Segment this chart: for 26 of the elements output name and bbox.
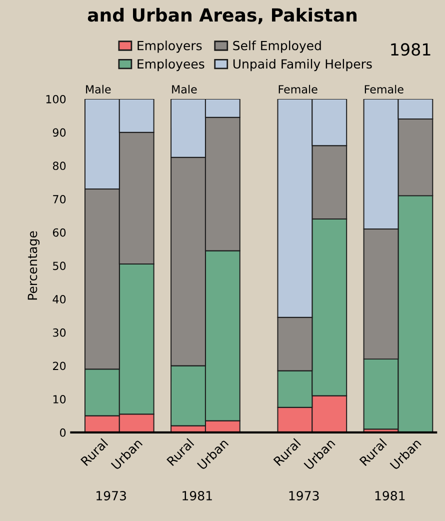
y-tick-label: 70 xyxy=(53,194,66,204)
text: Male xyxy=(172,84,197,94)
text: 1981 xyxy=(391,43,430,56)
y-tick-label: 80 xyxy=(52,162,66,170)
text: Female xyxy=(364,84,404,94)
y-tick-label: 50 xyxy=(53,262,66,270)
legend-label: Employers xyxy=(138,40,202,53)
y-axis-title: Percentage xyxy=(28,231,40,300)
text: 1981 xyxy=(375,490,405,500)
y-tick-label: 100 xyxy=(46,94,66,104)
text: 1973 xyxy=(96,490,126,500)
text: 1981 xyxy=(182,490,212,500)
y-tick-label: 60 xyxy=(52,228,66,237)
y-tick-label: 90 xyxy=(52,128,66,137)
y-tick-label: 40 xyxy=(52,295,66,304)
y-tick-label: 0 xyxy=(60,428,66,437)
y-tick-label: 30 xyxy=(53,328,66,337)
chart-title: and Urban Areas, Pakistan xyxy=(88,8,356,24)
text: Female xyxy=(278,84,318,94)
y-tick-label: 10 xyxy=(53,395,66,404)
y-tick-label: 20 xyxy=(53,362,66,370)
text: Male xyxy=(86,84,111,94)
legend-label: Unpaid Family Helpers xyxy=(233,58,372,72)
legend-label: Employees xyxy=(138,58,204,72)
legend-label: Self Employed xyxy=(233,40,321,53)
text: 1973 xyxy=(289,490,319,500)
